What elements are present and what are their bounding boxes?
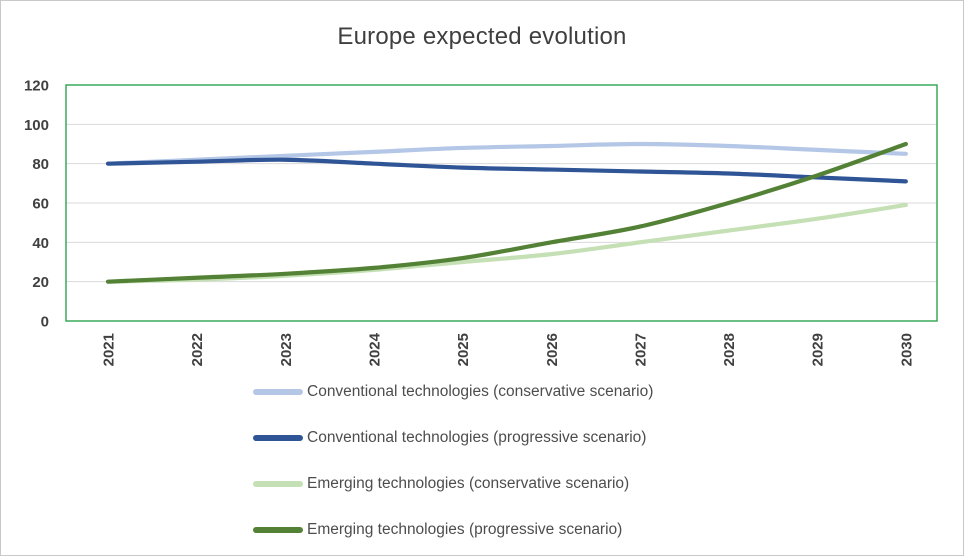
- y-tick-label-60: 60: [32, 196, 49, 213]
- series-line-1: [105, 157, 908, 184]
- x-tick-label-2028: 2028: [721, 333, 738, 366]
- chart-legend: Conventional technologies (conservative …: [253, 369, 653, 553]
- series-line-2: [105, 202, 908, 284]
- x-tick-label-2025: 2025: [455, 333, 472, 366]
- y-tick-label-20: 20: [32, 274, 49, 291]
- y-tick-label-40: 40: [32, 235, 49, 252]
- y-tick-label-80: 80: [32, 156, 49, 173]
- x-tick-label-2027: 2027: [632, 333, 649, 366]
- x-tick-label-2021: 2021: [101, 333, 118, 366]
- x-tick-label-2023: 2023: [278, 333, 295, 366]
- legend-label: Emerging technologies (progressive scena…: [307, 521, 623, 538]
- legend-label: Conventional technologies (progressive s…: [307, 429, 647, 446]
- y-tick-label-100: 100: [24, 117, 49, 134]
- legend-swatch-icon: [253, 527, 303, 533]
- x-tick-label-2024: 2024: [366, 332, 383, 366]
- chart-title: Europe expected evolution: [337, 23, 627, 50]
- legend-item-0: Conventional technologies (conservative …: [253, 369, 653, 415]
- x-tick-label-2029: 2029: [810, 333, 827, 366]
- legend-item-2: Emerging technologies (conservative scen…: [253, 461, 653, 507]
- y-tick-label-120: 120: [24, 78, 49, 95]
- legend-item-1: Conventional technologies (progressive s…: [253, 415, 653, 461]
- legend-swatch-icon: [253, 481, 303, 487]
- x-tick-label-2022: 2022: [189, 333, 206, 366]
- x-tick-label-2030: 2030: [898, 333, 915, 366]
- legend-swatch-icon: [253, 389, 303, 395]
- y-tick-label-0: 0: [41, 314, 49, 331]
- series-line-3: [105, 141, 908, 284]
- legend-label: Conventional technologies (conservative …: [307, 383, 654, 400]
- plot-area-border: [65, 84, 938, 322]
- series-line-0: [105, 141, 908, 166]
- legend-swatch-icon: [253, 435, 303, 441]
- legend-item-3: Emerging technologies (progressive scena…: [253, 507, 653, 553]
- x-tick-label-2026: 2026: [544, 333, 561, 366]
- legend-label: Emerging technologies (conservative scen…: [307, 475, 630, 492]
